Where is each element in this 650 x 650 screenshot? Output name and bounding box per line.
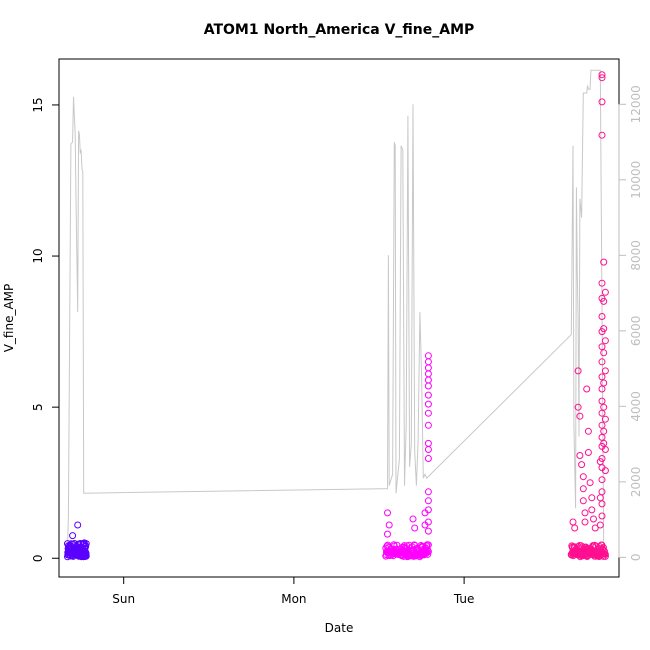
data-point <box>82 540 90 548</box>
y2-tick-label: 0 <box>629 554 643 562</box>
data-point <box>424 488 432 496</box>
data-point <box>598 476 606 484</box>
data-point <box>571 524 579 532</box>
data-point <box>590 515 597 523</box>
data-point <box>598 313 606 320</box>
data-point <box>581 518 589 526</box>
data-point <box>598 397 606 405</box>
x-tick-label: Tue <box>453 592 475 606</box>
data-point <box>600 547 608 555</box>
data-point <box>574 367 582 375</box>
data-point <box>424 455 432 462</box>
data-point <box>588 506 596 514</box>
data-point <box>385 521 393 529</box>
x-tick-label: Mon <box>281 592 306 606</box>
data-point <box>600 379 608 387</box>
y2-tick-label: 4000 <box>629 391 643 422</box>
data-point <box>424 497 432 505</box>
data-point <box>424 446 432 453</box>
data-point <box>424 409 432 417</box>
x-axis-label: Date <box>325 621 354 635</box>
data-point <box>600 427 608 435</box>
data-point <box>424 400 432 408</box>
data-point <box>576 412 584 420</box>
data-point <box>424 506 432 514</box>
data-point <box>600 403 608 411</box>
data-point <box>598 71 606 79</box>
data-point <box>591 524 599 532</box>
chart-title: ATOM1 North_America V_fine_AMP <box>204 22 475 38</box>
data-point <box>576 452 584 459</box>
data-point <box>69 532 77 540</box>
data-point <box>424 527 432 535</box>
data-point <box>598 358 606 366</box>
data-point <box>600 297 608 305</box>
data-point <box>601 550 609 558</box>
y2-tick-label: 6000 <box>629 316 643 347</box>
data-point <box>601 367 609 375</box>
data-point <box>601 288 609 296</box>
data-point <box>598 131 606 139</box>
data-point <box>598 373 606 381</box>
data-point <box>74 521 82 529</box>
data-point <box>601 446 609 453</box>
data-point <box>574 403 582 411</box>
data-point <box>596 521 604 529</box>
data-point <box>600 439 608 447</box>
data-point <box>588 494 596 502</box>
x-tick-label: Sun <box>112 592 135 606</box>
y-tick-label: 10 <box>31 248 45 263</box>
data-point <box>596 494 604 502</box>
secondary-series-line <box>67 69 605 550</box>
data-point <box>586 479 594 487</box>
data-point <box>424 541 432 549</box>
data-point <box>82 552 90 560</box>
data-point <box>598 343 606 351</box>
data-point <box>601 552 609 560</box>
data-point <box>82 542 90 550</box>
y-tick-label: 0 <box>31 554 45 562</box>
data-point <box>424 550 432 558</box>
data-point <box>384 509 391 517</box>
data-point <box>411 524 419 532</box>
data-point <box>598 512 606 520</box>
data-point <box>600 325 608 333</box>
data-point <box>424 382 432 390</box>
data-point <box>598 98 606 106</box>
data-point <box>579 485 587 493</box>
y-tick-label: 5 <box>31 403 45 411</box>
data-point <box>584 449 592 456</box>
data-point <box>583 385 591 393</box>
y-tick-label: 15 <box>31 97 45 112</box>
data-point <box>424 421 432 429</box>
y2-tick-label: 12000 <box>629 85 643 123</box>
data-point <box>584 427 592 435</box>
data-point <box>384 530 391 538</box>
data-point <box>579 497 587 505</box>
data-point <box>579 473 587 481</box>
data-point <box>596 458 604 466</box>
data-point <box>424 391 432 399</box>
data-point <box>598 500 606 508</box>
data-point <box>598 279 606 287</box>
data-point <box>409 515 417 523</box>
data-point <box>424 548 432 556</box>
data-point <box>600 349 608 357</box>
axes: 0 5 10 15 0 2000 4000 6000 8000 10000 12000 Sun Mon T… <box>31 85 643 606</box>
data-point <box>581 509 589 517</box>
data-point <box>600 258 608 266</box>
data-point <box>424 518 432 526</box>
data-point <box>598 74 606 82</box>
plot-area <box>64 69 609 561</box>
data-point <box>601 337 609 345</box>
data-point <box>601 467 609 475</box>
data-point <box>601 415 609 423</box>
y2-tick-label: 10000 <box>629 161 643 199</box>
y2-tick-label: 2000 <box>629 467 643 498</box>
data-point <box>578 461 586 469</box>
y2-tick-label: 8000 <box>629 240 643 271</box>
y-axis-label: V_fine_AMP <box>2 284 16 353</box>
